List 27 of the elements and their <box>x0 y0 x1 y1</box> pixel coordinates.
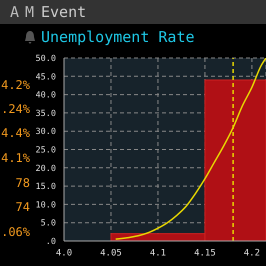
text: .24% <box>1 102 30 116</box>
x-tick-label: 4.15 <box>194 248 216 258</box>
y-tick-label: 30.0 <box>36 127 56 138</box>
y-tick-label: .0 <box>46 237 56 248</box>
y-tick-label: 15.0 <box>36 182 56 192</box>
x-tick-label: 4.0 <box>56 248 72 258</box>
y-tick-label: 45.0 <box>36 72 56 82</box>
y-tick-label: 10.0 <box>36 200 56 210</box>
x-tick-label: 4.1 <box>150 248 166 258</box>
y-tick-label: 35.0 <box>36 108 56 119</box>
text: 4.2% <box>1 78 30 92</box>
x-tick-label: 4.05 <box>100 248 122 258</box>
y-tick-label: 5.0 <box>40 218 56 229</box>
text: 78 <box>16 176 30 190</box>
text: 4.1% <box>1 151 30 165</box>
text: Event <box>41 3 86 21</box>
y-tick-label: 25.0 <box>36 146 56 156</box>
y-tick-label: 20.0 <box>36 164 56 174</box>
text: .06% <box>1 225 30 239</box>
chart-title: Unemployment Rate <box>41 28 195 46</box>
y-tick-label: 40.0 <box>36 90 56 101</box>
text: 4.4% <box>1 126 30 140</box>
text: M <box>25 3 34 21</box>
text: 74 <box>16 200 30 214</box>
y-tick-label: 50.0 <box>36 54 56 64</box>
x-tick-label: 4.2 <box>244 248 260 258</box>
text: A <box>10 3 20 21</box>
